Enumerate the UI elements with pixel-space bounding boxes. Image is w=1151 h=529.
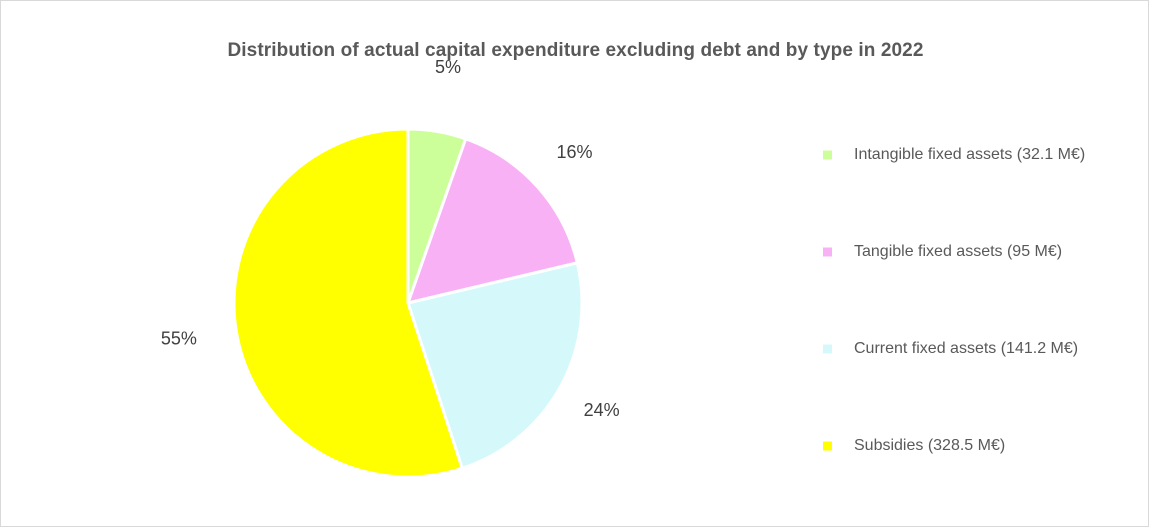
legend-swatch (823, 344, 832, 354)
chart-legend: Intangible fixed assets (32.1 M€) Tangibl… (823, 146, 1085, 454)
legend-swatch (823, 150, 832, 160)
pie-data-label: 5% (435, 57, 461, 77)
legend-swatch (823, 441, 832, 451)
pie-slice (406, 137, 579, 305)
legend-label: Current fixed assets (141.2 M€) (854, 340, 1078, 357)
legend-label: Tangible fixed assets (95 M€) (854, 243, 1062, 260)
pie-data-label: 24% (584, 400, 620, 420)
legend-label: Subsidies (328.5 M€) (854, 437, 1005, 454)
pie-data-labels: 5% 16% 24% 55% (161, 57, 620, 420)
pie-slice (406, 261, 584, 470)
pie-slice (232, 127, 464, 479)
legend-swatch (823, 247, 832, 257)
pie-slices (232, 127, 584, 479)
legend-label: Intangible fixed assets (32.1 M€) (854, 146, 1085, 163)
pie-data-label: 16% (556, 142, 592, 162)
chart-title: Distribution of actual capital expenditu… (227, 40, 924, 61)
pie-data-label: 55% (161, 328, 197, 348)
